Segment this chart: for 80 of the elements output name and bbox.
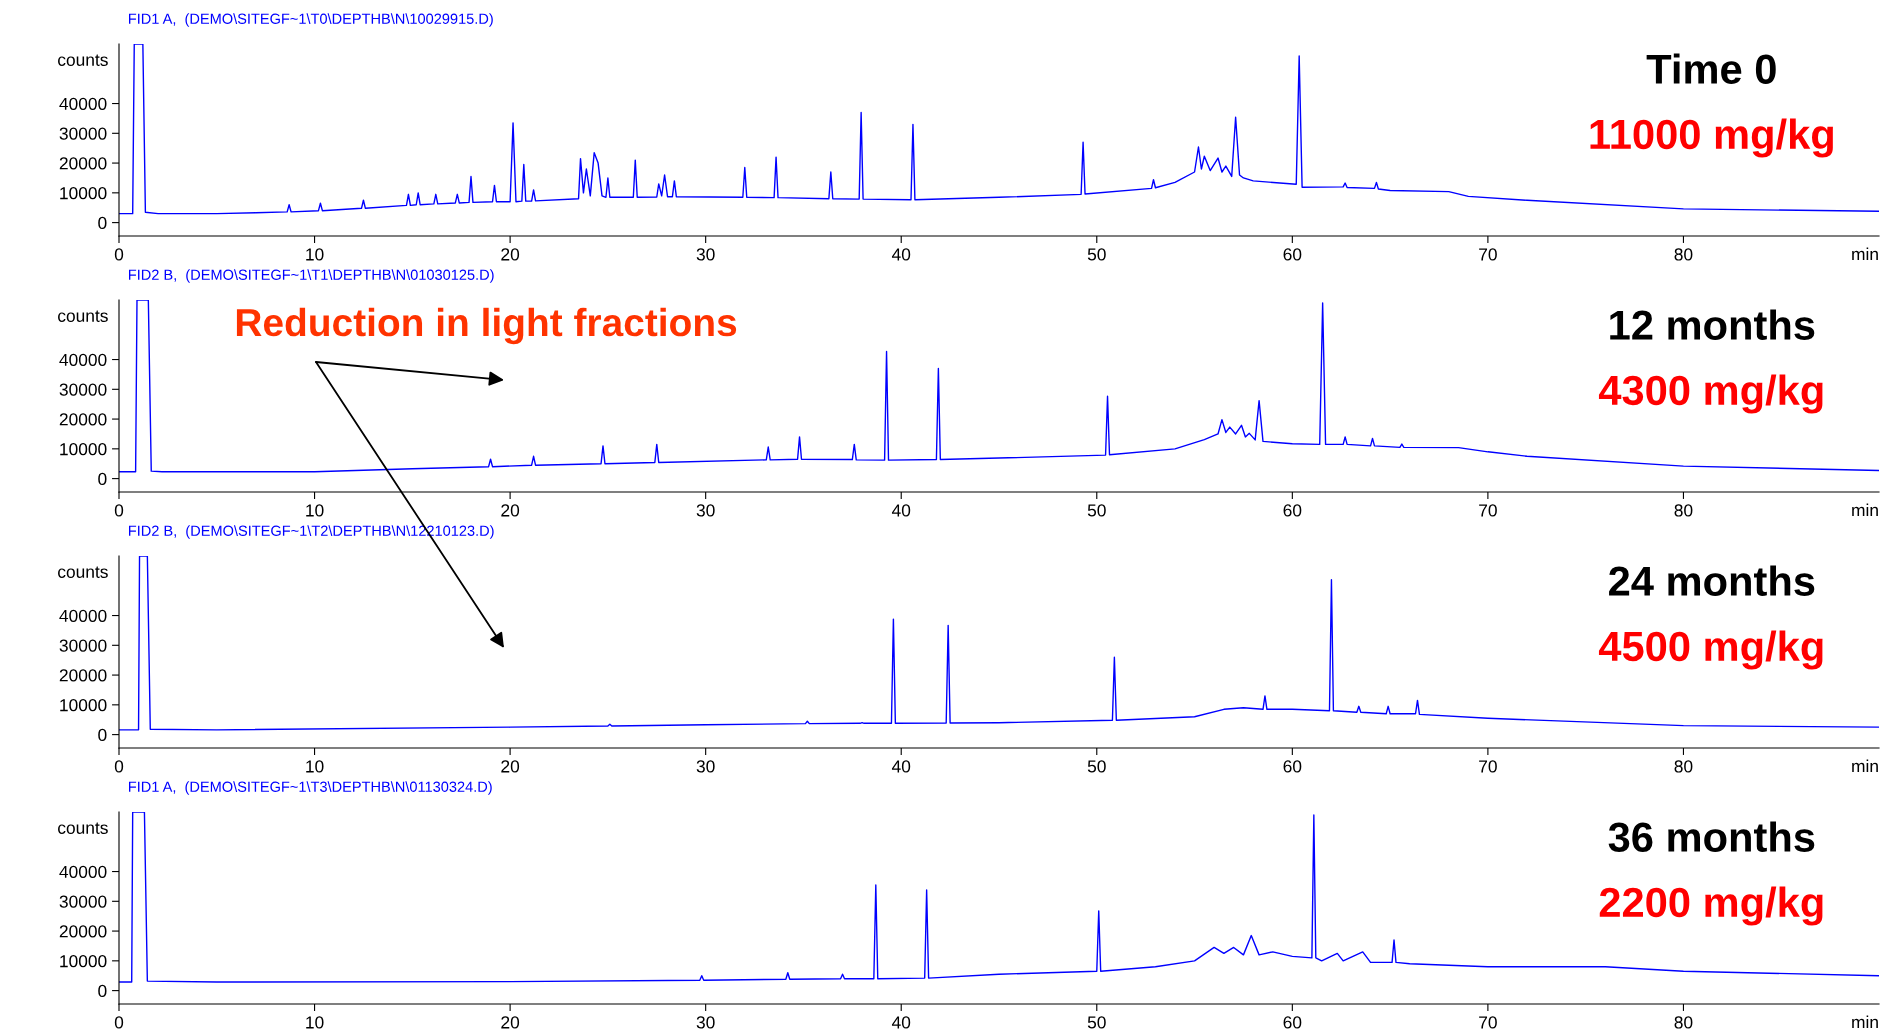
x-tick-label: 70: [1479, 760, 1497, 773]
annotation: Time 0: [1646, 53, 1776, 84]
x-tick-label: 0: [114, 1016, 124, 1029]
x-tick-label: 30: [696, 504, 715, 517]
x-tick-label: 70: [1479, 1016, 1497, 1029]
y-tick-label: 20000: [59, 925, 107, 938]
x-tick-label: 10: [306, 504, 324, 517]
y-tick-label: 30000: [59, 639, 107, 652]
x-tick-label: 50: [1087, 248, 1106, 261]
chart-subtitle: FID2 B, (DEMO\SITEGF~1\T1\DEPTHB\N\01030125.D): [129, 269, 494, 283]
y-tick-label: 10000: [60, 699, 107, 712]
annotation: 4500 mg/kg: [1598, 630, 1823, 670]
y-tick-label: 10000: [60, 187, 107, 200]
annotation: 4300 mg/kg: [1598, 374, 1823, 414]
x-tick-label: 60: [1283, 504, 1302, 517]
y-axis-title: counts: [58, 54, 108, 66]
x-tick-label: 50: [1087, 504, 1106, 517]
y-axis-title: counts: [58, 566, 108, 578]
annotation: 24 months: [1609, 565, 1815, 596]
chart-subtitle: FID1 A, (DEMO\SITEGF~1\T3\DEPTHB\N\01130324.D): [129, 781, 492, 795]
x-tick-label: 40: [891, 504, 911, 517]
y-tick-label: 10000: [60, 443, 107, 456]
y-tick-label: 30000: [59, 127, 107, 140]
x-tick-label: 70: [1479, 504, 1497, 517]
x-tick-label: 50: [1087, 1016, 1106, 1029]
y-axis-title: counts: [58, 822, 108, 834]
x-axis-title: min: [1852, 503, 1878, 517]
x-tick-label: 80: [1674, 760, 1693, 773]
x-tick-label: 20: [501, 504, 520, 517]
y-tick-label: 10000: [60, 955, 107, 968]
x-tick-label: 40: [891, 1016, 911, 1029]
y-tick-label: 30000: [59, 895, 107, 908]
x-tick-label: 10: [306, 1016, 324, 1029]
line-series: [119, 556, 1879, 731]
x-tick-label: 10: [306, 248, 324, 261]
y-tick-label: 40000: [59, 865, 107, 878]
y-tick-label: 20000: [59, 157, 107, 170]
x-tick-label: 30: [696, 248, 715, 261]
y-tick-label: 0: [98, 984, 107, 998]
x-tick-label: 80: [1674, 1016, 1693, 1029]
y-tick-label: 0: [98, 472, 107, 486]
annotation: 36 months: [1608, 821, 1815, 853]
x-tick-label: 10: [306, 760, 324, 773]
y-axis-title: counts: [58, 310, 108, 322]
annotation: 12 months: [1610, 309, 1815, 340]
x-tick-label: 30: [696, 760, 715, 773]
x-tick-label: 60: [1283, 248, 1302, 261]
y-tick-label: 40000: [59, 609, 107, 622]
x-tick-label: 80: [1674, 248, 1693, 261]
annotation: 2200 mg/kg: [1599, 886, 1823, 926]
x-tick-label: 80: [1674, 504, 1693, 517]
x-tick-label: 60: [1283, 760, 1302, 773]
line-series: [119, 44, 1879, 215]
y-tick-label: 0: [98, 728, 107, 742]
x-tick-label: 20: [501, 248, 520, 261]
line-series: [119, 300, 1879, 473]
line-series: [119, 812, 1879, 983]
x-tick-label: 50: [1087, 760, 1106, 773]
chart-subtitle: FID1 A, (DEMO\SITEGF~1\T0\DEPTHB\N\10029915.D): [129, 13, 493, 27]
y-tick-label: 40000: [59, 97, 107, 110]
x-tick-label: 20: [501, 760, 520, 773]
annotation: 11000 mg/kg: [1590, 118, 1833, 158]
y-tick-label: 0: [98, 216, 107, 230]
x-tick-label: 0: [114, 504, 124, 517]
x-tick-label: 70: [1479, 248, 1497, 261]
y-tick-label: 40000: [59, 353, 107, 366]
y-tick-label: 20000: [59, 669, 107, 682]
x-axis-title: min: [1852, 759, 1878, 773]
x-axis-title: min: [1852, 1015, 1878, 1029]
x-tick-label: 0: [114, 760, 124, 773]
x-tick-label: 20: [501, 1016, 520, 1029]
x-tick-label: 0: [114, 248, 124, 261]
x-axis-title: min: [1852, 247, 1878, 261]
y-tick-label: 20000: [59, 413, 107, 426]
x-tick-label: 40: [891, 760, 911, 773]
x-tick-label: 30: [696, 1016, 715, 1029]
y-tick-label: 30000: [59, 383, 107, 396]
x-tick-label: 60: [1283, 1016, 1302, 1029]
annotation: Reduction in light fractions: [236, 307, 737, 345]
x-tick-label: 40: [891, 248, 911, 261]
